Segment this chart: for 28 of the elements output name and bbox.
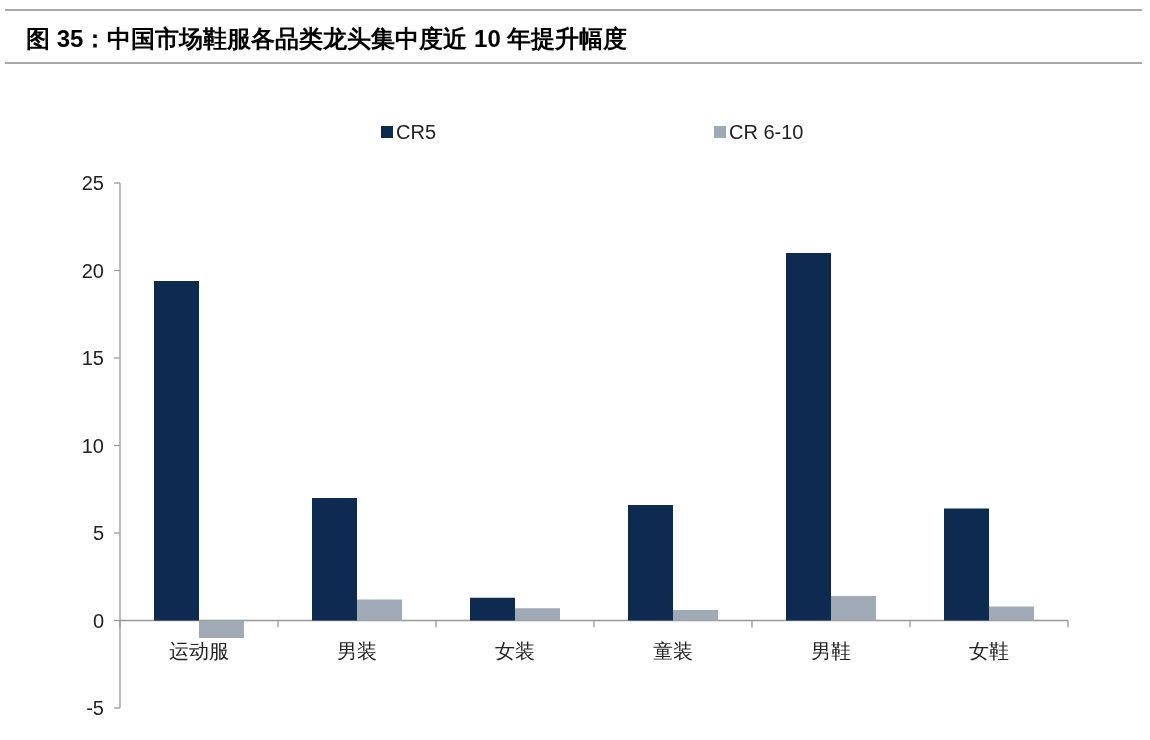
x-tick-label: 运动服 — [169, 639, 229, 662]
y-tick-label: 10 — [81, 434, 104, 457]
y-tick-label: -5 — [86, 697, 104, 719]
chart-title: 图 35：中国市场鞋服各品类龙头集中度近 10 年提升幅度 — [26, 25, 628, 52]
bar — [831, 596, 876, 621]
y-tick-label: 25 — [81, 172, 104, 194]
bar — [199, 620, 244, 638]
x-tick-label: 女鞋 — [969, 639, 1009, 662]
bar — [786, 253, 831, 621]
x-tick-label: 女装 — [495, 639, 535, 662]
bar — [312, 498, 357, 621]
bar — [357, 599, 402, 621]
bar — [673, 610, 718, 621]
bar — [470, 597, 515, 621]
bar — [989, 606, 1034, 621]
bar — [154, 281, 199, 621]
x-tick-label: 男鞋 — [811, 639, 851, 662]
y-tick-label: 0 — [92, 609, 104, 632]
x-tick-label: 童装 — [653, 639, 693, 662]
y-tick-label: 20 — [81, 259, 104, 282]
legend-label: CR5 — [396, 121, 437, 143]
y-tick-label: 15 — [81, 347, 104, 369]
x-tick-label: 男装 — [337, 639, 377, 662]
bar — [944, 508, 989, 621]
bar — [628, 505, 673, 621]
y-tick-label: 5 — [92, 522, 104, 544]
legend-label: CR 6-10 — [729, 121, 804, 143]
bar — [515, 608, 560, 621]
